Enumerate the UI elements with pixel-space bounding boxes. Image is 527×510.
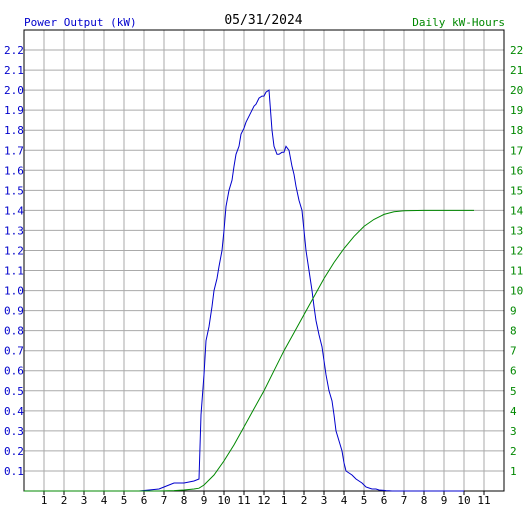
right-tick-label: 9 xyxy=(510,305,517,318)
x-tick-label: 1 xyxy=(281,494,288,507)
x-tick-label: 11 xyxy=(237,494,250,507)
x-tick-label: 3 xyxy=(321,494,328,507)
left-tick-label: 1.6 xyxy=(4,164,24,177)
left-axis-label: Power Output (kW) xyxy=(24,16,137,29)
right-tick-label: 20 xyxy=(510,84,523,97)
right-tick-label: 1 xyxy=(510,465,517,478)
right-tick-label: 15 xyxy=(510,184,523,197)
x-tick-label: 8 xyxy=(181,494,188,507)
left-tick-label: 0.9 xyxy=(4,305,24,318)
right-tick-label: 14 xyxy=(510,204,524,217)
left-tick-label: 0.2 xyxy=(4,445,24,458)
right-tick-label: 18 xyxy=(510,124,523,137)
right-tick-label: 16 xyxy=(510,164,523,177)
left-tick-label: 0.3 xyxy=(4,425,24,438)
left-tick-label: 0.1 xyxy=(4,465,24,478)
x-tick-label: 7 xyxy=(401,494,408,507)
right-axis-label: Daily kW-Hours xyxy=(412,16,505,29)
grid xyxy=(24,30,504,491)
x-tick-label: 6 xyxy=(141,494,148,507)
x-tick-label: 2 xyxy=(301,494,308,507)
right-tick-label: 10 xyxy=(510,285,523,298)
x-tick-label: 5 xyxy=(361,494,368,507)
x-tick-label: 2 xyxy=(61,494,68,507)
left-tick-label: 1.8 xyxy=(4,124,24,137)
left-tick-label: 2.2 xyxy=(4,44,24,57)
right-tick-label: 7 xyxy=(510,345,517,358)
right-tick-label: 19 xyxy=(510,104,523,117)
series-group xyxy=(24,89,474,492)
x-tick-label: 3 xyxy=(81,494,88,507)
right-tick-label: 21 xyxy=(510,64,523,77)
x-tick-label: 1 xyxy=(41,494,48,507)
left-tick-label: 1.7 xyxy=(4,144,24,157)
right-tick-label: 12 xyxy=(510,244,523,257)
left-tick-label: 1.0 xyxy=(4,285,24,298)
right-tick-label: 2 xyxy=(510,445,517,458)
left-tick-label: 1.3 xyxy=(4,224,24,237)
x-tick-label: 4 xyxy=(341,494,348,507)
x-tick-label: 6 xyxy=(381,494,388,507)
x-tick-label: 9 xyxy=(441,494,448,507)
chart-title: 05/31/2024 xyxy=(224,13,302,28)
left-tick-label: 0.6 xyxy=(4,365,24,378)
left-tick-label: 0.7 xyxy=(4,345,24,358)
x-tick-label: 10 xyxy=(217,494,230,507)
x-tick-label: 7 xyxy=(161,494,168,507)
left-tick-label: 1.1 xyxy=(4,265,24,278)
x-tick-label: 5 xyxy=(121,494,128,507)
left-tick-label: 1.9 xyxy=(4,104,24,117)
right-tick-label: 17 xyxy=(510,144,523,157)
x-tick-label: 11 xyxy=(477,494,490,507)
left-tick-label: 2.1 xyxy=(4,64,24,77)
left-tick-label: 0.4 xyxy=(4,405,24,418)
x-tick-label: 8 xyxy=(421,494,428,507)
x-tick-label: 12 xyxy=(257,494,270,507)
right-tick-label: 11 xyxy=(510,265,523,278)
x-axis-ticks: 1 2 3 4 5 6 7 8 9 10 11 12 1 2 3 4 5 6 7 8 9 10 11 xyxy=(41,491,491,507)
left-tick-label: 1.4 xyxy=(4,204,24,217)
power-output-line xyxy=(24,89,464,492)
right-tick-label: 8 xyxy=(510,325,517,338)
x-tick-label: 4 xyxy=(101,494,108,507)
right-tick-label: 22 xyxy=(510,44,523,57)
left-tick-label: 0.5 xyxy=(4,385,24,398)
left-tick-label: 1.5 xyxy=(4,184,24,197)
left-tick-label: 0.8 xyxy=(4,325,24,338)
x-tick-label: 10 xyxy=(457,494,470,507)
left-tick-label: 1.2 xyxy=(4,244,24,257)
daily-kwh-line xyxy=(24,209,474,492)
x-tick-label: 9 xyxy=(201,494,208,507)
left-axis-ticks: 0.1 0.2 0.3 0.4 0.5 0.6 0.7 0.8 0.9 1.0 1.1 1.2 1.3 1… xyxy=(4,44,24,478)
left-tick-label: 2.0 xyxy=(4,84,24,97)
right-tick-label: 6 xyxy=(510,365,517,378)
right-tick-label: 3 xyxy=(510,425,517,438)
right-tick-label: 5 xyxy=(510,385,517,398)
right-tick-label: 13 xyxy=(510,224,523,237)
right-tick-label: 4 xyxy=(510,405,517,418)
